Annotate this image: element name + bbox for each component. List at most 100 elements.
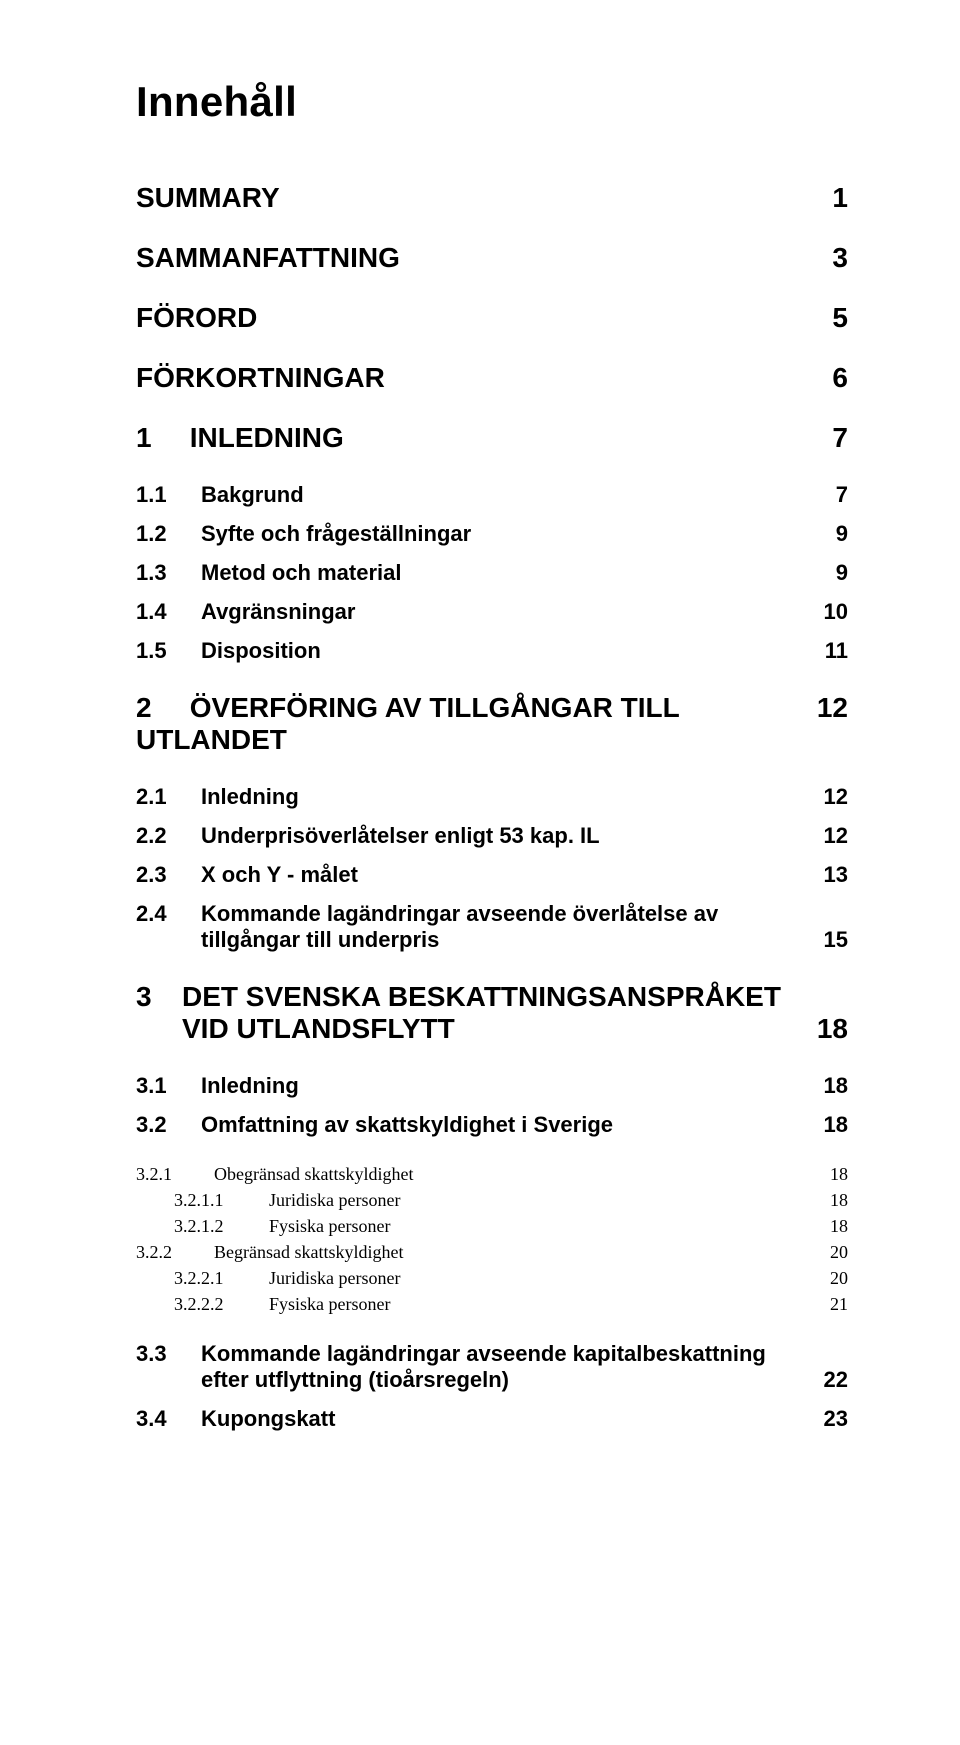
toc-entry-2: 2 ÖVERFÖRING AV TILLGÅNGAR TILL UTLANDET… <box>136 692 848 756</box>
toc-entry-2-3: 2.3X och Y - målet 13 <box>136 862 848 888</box>
toc-num: 2.3 <box>136 862 201 888</box>
toc-label: 3 DET SVENSKA BESKATTNINGSANSPRÅKET VID … <box>136 981 817 1045</box>
toc-pagenum: 18 <box>818 1073 848 1099</box>
toc-pagenum: 18 <box>818 1164 848 1185</box>
toc-entry-summary: SUMMARY 1 <box>136 182 848 214</box>
toc-pagenum: 18 <box>818 1190 848 1211</box>
toc-entry-1-5: 1.5Disposition 11 <box>136 638 848 664</box>
toc-label: Avgränsningar <box>201 599 355 625</box>
toc-pagenum: 6 <box>818 362 848 394</box>
toc-pagenum: 9 <box>818 521 848 547</box>
toc-pagenum: 22 <box>818 1367 848 1393</box>
toc-label: Syfte och frågeställningar <box>201 521 471 547</box>
toc-num: 2.4 <box>136 901 201 953</box>
toc-pagenum: 18 <box>817 1013 848 1045</box>
toc-entry-1-4: 1.4Avgränsningar 10 <box>136 599 848 625</box>
toc-pagenum: 9 <box>818 560 848 586</box>
toc-entry-3-2-2-2: 3.2.2.2Fysiska personer 21 <box>136 1294 848 1315</box>
toc-num: 3.3 <box>136 1341 201 1393</box>
toc-num: 1.5 <box>136 638 201 664</box>
toc-label: Underprisöverlåtelser enligt 53 kap. IL <box>201 823 600 849</box>
toc-label: FÖRKORTNINGAR <box>136 362 818 394</box>
toc-label: Fysiska personer <box>269 1294 390 1315</box>
toc-label: 2 ÖVERFÖRING AV TILLGÅNGAR TILL UTLANDET <box>136 692 817 756</box>
toc-entry-2-2: 2.2Underprisöverlåtelser enligt 53 kap. … <box>136 823 848 849</box>
toc-num: 1.4 <box>136 599 201 625</box>
toc-label: Fysiska personer <box>269 1216 390 1237</box>
toc-pagenum: 10 <box>818 599 848 625</box>
toc-entry-forkortningar: FÖRKORTNINGAR 6 <box>136 362 848 394</box>
toc-label: SAMMANFATTNING <box>136 242 818 274</box>
toc-page: Innehåll SUMMARY 1 SAMMANFATTNING 3 FÖRO… <box>0 0 960 1745</box>
toc-num: 3.2.2.1 <box>174 1268 269 1289</box>
toc-num: 1.3 <box>136 560 201 586</box>
toc-pagenum: 15 <box>818 927 848 953</box>
toc-num: 3.2 <box>136 1112 201 1138</box>
toc-label: FÖRORD <box>136 302 818 334</box>
toc-entry-forord: FÖRORD 5 <box>136 302 848 334</box>
toc-num: 3.2.1 <box>136 1164 214 1185</box>
toc-label: Inledning <box>201 1073 299 1099</box>
toc-pagenum: 3 <box>818 242 848 274</box>
toc-num: 3 <box>136 981 182 1045</box>
toc-num: 2.2 <box>136 823 201 849</box>
toc-pagenum: 20 <box>818 1268 848 1289</box>
toc-label: X och Y - målet <box>201 862 358 888</box>
toc-entry-2-1: 2.1Inledning 12 <box>136 784 848 810</box>
toc-entry-1-1: 1.1Bakgrund 7 <box>136 482 848 508</box>
toc-pagenum: 23 <box>818 1406 848 1432</box>
toc-num: 3.2.2.2 <box>174 1294 269 1315</box>
toc-num: 3.2.2 <box>136 1242 214 1263</box>
toc-entry-1-3: 1.3Metod och material 9 <box>136 560 848 586</box>
toc-num: 2 <box>136 692 182 724</box>
toc-pagenum: 20 <box>818 1242 848 1263</box>
toc-num: 3.2.1.1 <box>174 1190 269 1211</box>
toc-label: Disposition <box>201 638 321 664</box>
toc-entry-1: 1 INLEDNING 7 <box>136 422 848 454</box>
toc-num: 3.2.1.2 <box>174 1216 269 1237</box>
toc-num: 1.1 <box>136 482 201 508</box>
toc-label: Kupongskatt <box>201 1406 335 1432</box>
toc-label: Kommande lagändringar avseende kapitalbe… <box>201 1341 788 1393</box>
toc-label: SUMMARY <box>136 182 818 214</box>
toc-entry-3-2-1-1: 3.2.1.1Juridiska personer 18 <box>136 1190 848 1211</box>
toc-label: Metod och material <box>201 560 401 586</box>
toc-label: 1 INLEDNING <box>136 422 818 454</box>
toc-pagenum: 12 <box>817 692 848 724</box>
toc-num: 3.4 <box>136 1406 201 1432</box>
toc-pagenum: 12 <box>818 784 848 810</box>
toc-label: Obegränsad skattskyldighet <box>214 1164 413 1185</box>
toc-entry-3-4: 3.4Kupongskatt 23 <box>136 1406 848 1432</box>
toc-entry-3-2-1-2: 3.2.1.2Fysiska personer 18 <box>136 1216 848 1237</box>
toc-pagenum: 11 <box>818 638 848 664</box>
page-title: Innehåll <box>136 78 848 126</box>
toc-entry-3-3: 3.3Kommande lagändringar avseende kapita… <box>136 1341 848 1393</box>
toc-pagenum: 7 <box>818 422 848 454</box>
toc-label: Omfattning av skattskyldighet i Sverige <box>201 1112 613 1138</box>
toc-num: 1.2 <box>136 521 201 547</box>
toc-pagenum: 1 <box>818 182 848 214</box>
toc-entry-3: 3 DET SVENSKA BESKATTNINGSANSPRÅKET VID … <box>136 981 848 1045</box>
toc-entry-2-4: 2.4Kommande lagändringar avseende överlå… <box>136 901 848 953</box>
toc-label: Juridiska personer <box>269 1268 400 1289</box>
toc-label: Kommande lagändringar avseende överlåtel… <box>201 901 788 953</box>
toc-entry-3-2-2: 3.2.2Begränsad skattskyldighet 20 <box>136 1242 848 1263</box>
toc-label: Inledning <box>201 784 299 810</box>
toc-entry-sammanfattning: SAMMANFATTNING 3 <box>136 242 848 274</box>
toc-entry-3-1: 3.1Inledning 18 <box>136 1073 848 1099</box>
toc-num: 3.1 <box>136 1073 201 1099</box>
toc-entry-1-2: 1.2Syfte och frågeställningar 9 <box>136 521 848 547</box>
toc-num: 2.1 <box>136 784 201 810</box>
toc-label: Juridiska personer <box>269 1190 400 1211</box>
toc-num: 1 <box>136 422 182 454</box>
toc-pagenum: 13 <box>818 862 848 888</box>
toc-pagenum: 18 <box>818 1112 848 1138</box>
toc-entry-3-2: 3.2Omfattning av skattskyldighet i Sveri… <box>136 1112 848 1138</box>
toc-pagenum: 18 <box>818 1216 848 1237</box>
toc-pagenum: 5 <box>818 302 848 334</box>
toc-entry-3-2-2-1: 3.2.2.1Juridiska personer 20 <box>136 1268 848 1289</box>
toc-entry-3-2-1: 3.2.1Obegränsad skattskyldighet 18 <box>136 1164 848 1185</box>
toc-label: Begränsad skattskyldighet <box>214 1242 403 1263</box>
toc-label: Bakgrund <box>201 482 304 508</box>
toc-pagenum: 21 <box>818 1294 848 1315</box>
